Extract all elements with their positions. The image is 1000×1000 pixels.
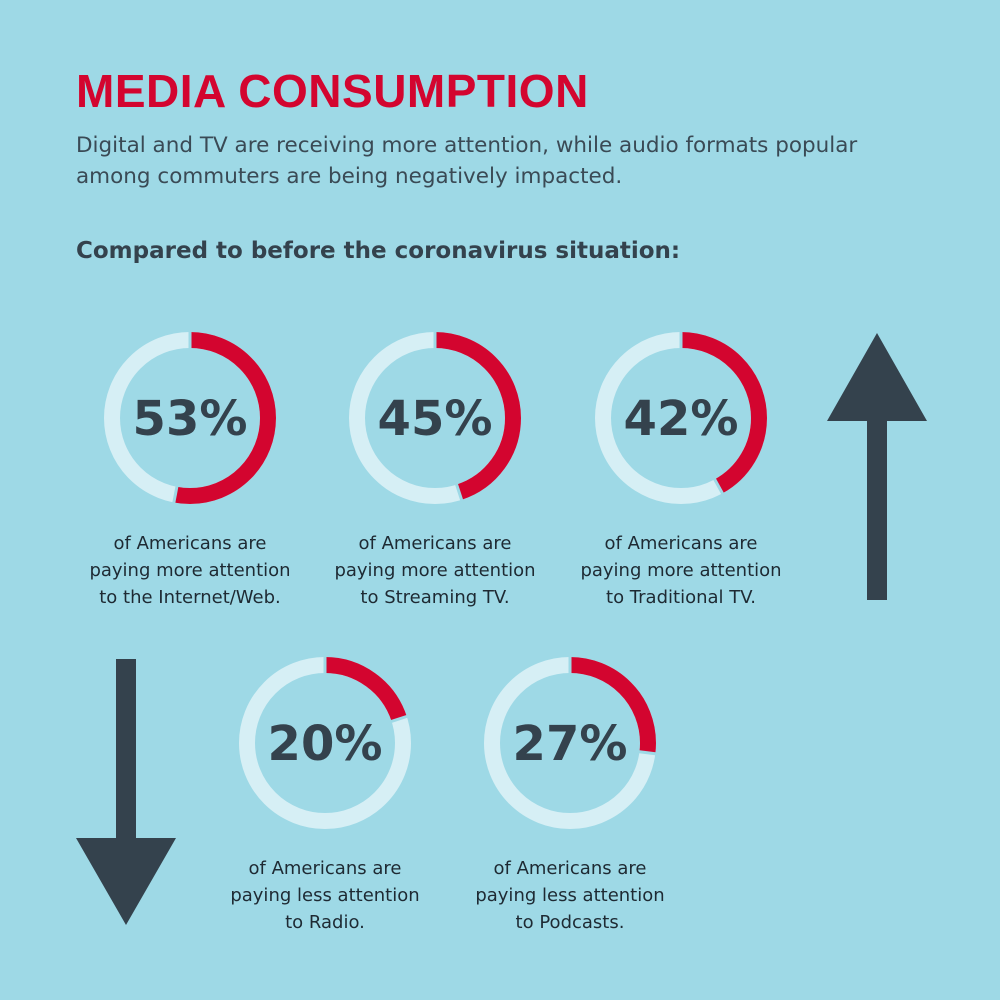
caption-line: to Podcasts. xyxy=(515,912,625,933)
stat-caption: of Americans are paying less attention to … xyxy=(435,855,705,936)
caption-line: paying more attention xyxy=(89,560,291,581)
caption-line: paying more attention xyxy=(334,560,536,581)
caption-line: paying less attention xyxy=(230,885,420,906)
donut-separator xyxy=(172,485,179,504)
donut-separator xyxy=(390,714,409,724)
stat-caption: of Americans are paying more attention to … xyxy=(55,530,325,611)
stat-radio: 20% of Americans are paying less attention… xyxy=(190,653,460,936)
caption-line: paying more attention xyxy=(580,560,782,581)
stat-traditional-tv: 42% of Americans are paying more attention… xyxy=(546,328,816,611)
stat-caption: of Americans are paying less attention to … xyxy=(190,855,460,936)
caption-line: of Americans are xyxy=(248,858,402,879)
stat-podcasts: 27% of Americans are paying less attention… xyxy=(435,653,705,936)
donut-separator xyxy=(712,477,725,495)
stat-caption: of Americans are paying more attention to … xyxy=(300,530,570,611)
percent-label: 20% xyxy=(268,716,383,772)
caption-line: of Americans are xyxy=(113,533,267,554)
section-heading: Compared to before the coronavirus situa… xyxy=(76,238,681,264)
percent-label: 45% xyxy=(378,391,493,447)
percent-label: 53% xyxy=(133,391,248,447)
caption-line: of Americans are xyxy=(493,858,647,879)
donut-chart: 53% xyxy=(104,331,276,504)
arrow-down-icon xyxy=(76,659,176,925)
donut-chart: 27% xyxy=(484,656,657,829)
arrow-up-icon xyxy=(827,333,927,600)
donut-separator xyxy=(638,750,657,756)
stat-internet: 53% of Americans are paying more attention… xyxy=(55,328,325,611)
percent-label: 27% xyxy=(513,716,628,772)
caption-line: of Americans are xyxy=(604,533,758,554)
page-title: MEDIA CONSUMPTION xyxy=(76,65,589,117)
caption-line: of Americans are xyxy=(358,533,512,554)
donut-chart: 20% xyxy=(239,656,411,829)
caption-line: to Streaming TV. xyxy=(360,587,510,608)
page-subtitle: Digital and TV are receiving more attent… xyxy=(76,133,858,189)
caption-line: to Traditional TV. xyxy=(606,587,756,608)
caption-line: to the Internet/Web. xyxy=(99,587,281,608)
donut-separator xyxy=(454,483,464,502)
stat-caption: of Americans are paying more attention to … xyxy=(546,530,816,611)
stat-streaming-tv: 45% of Americans are paying more attention… xyxy=(300,328,570,611)
caption-line: paying less attention xyxy=(475,885,665,906)
donut-chart: 45% xyxy=(349,331,521,504)
caption-line: to Radio. xyxy=(285,912,365,933)
donut-chart: 42% xyxy=(595,331,767,504)
percent-label: 42% xyxy=(624,391,739,447)
